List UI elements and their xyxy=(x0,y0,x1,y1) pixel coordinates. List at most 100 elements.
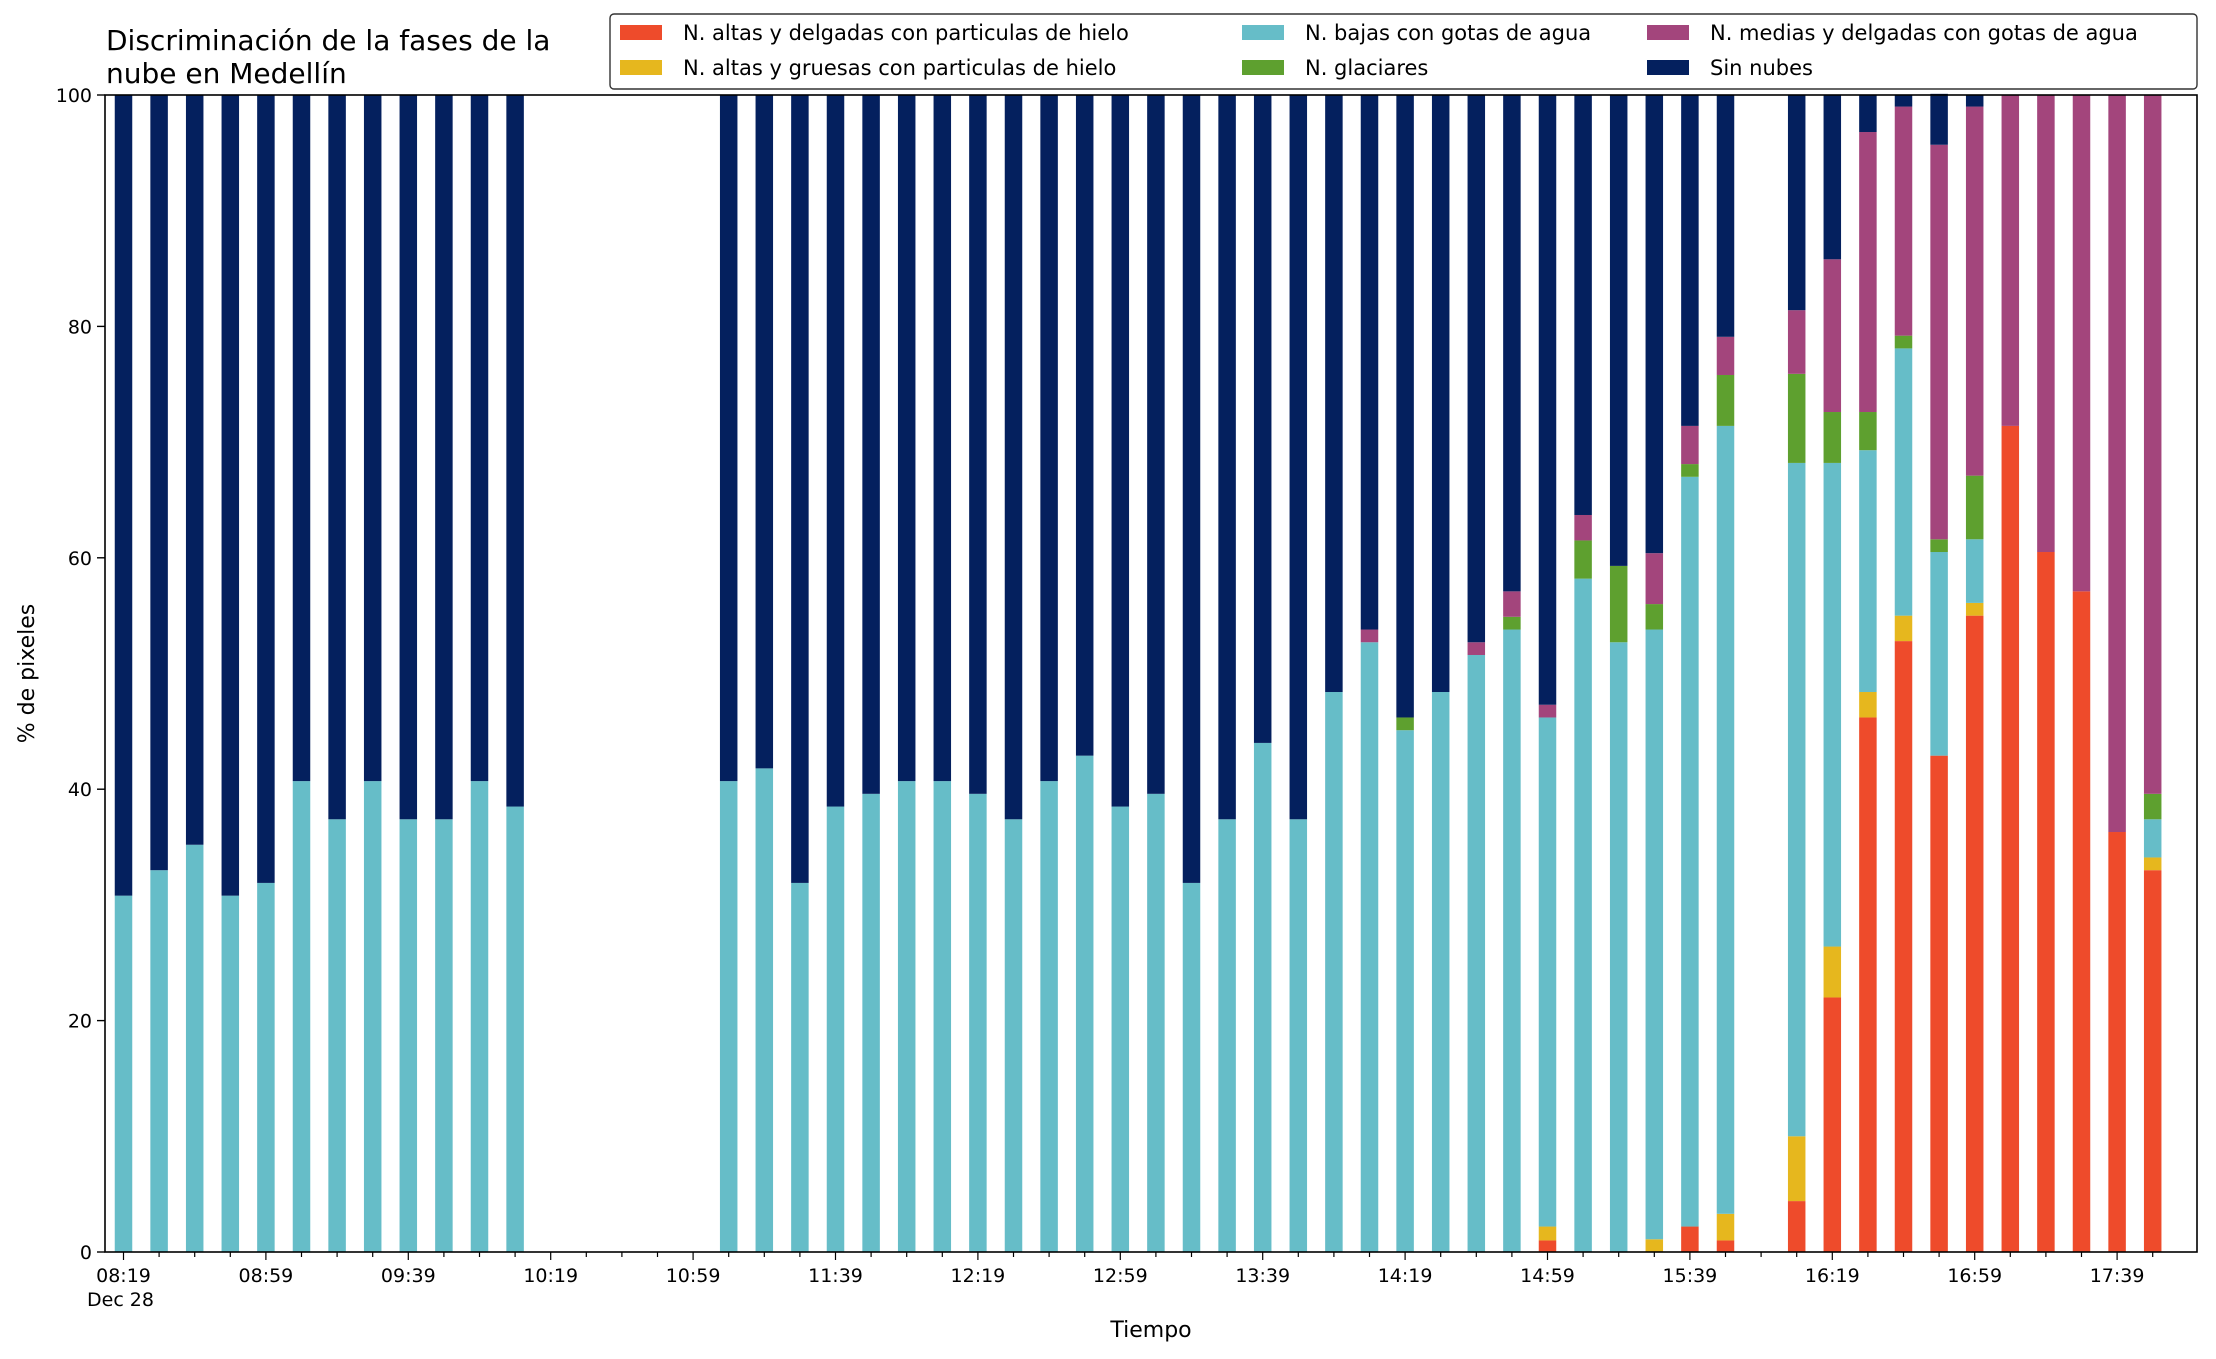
bars-layer xyxy=(114,93,2162,1252)
bar-segment xyxy=(1894,106,1913,336)
bar-segment xyxy=(328,95,346,820)
bar-segment xyxy=(2108,95,2126,833)
bar-segment xyxy=(1111,806,1130,1252)
legend-swatch xyxy=(620,25,662,40)
bar-segment xyxy=(1823,946,1842,998)
bar-segment xyxy=(1538,1226,1557,1241)
bar-segment xyxy=(1894,335,1913,349)
bar-segment xyxy=(1075,755,1094,1252)
x-axis-label: Tiempo xyxy=(1109,1318,1191,1343)
bar-segment xyxy=(1859,717,1877,1252)
y-tick-label: 80 xyxy=(68,316,92,338)
bar-segment xyxy=(1218,819,1236,1252)
bar-segment xyxy=(1965,106,1984,476)
bar-segment xyxy=(1965,615,1984,1252)
bar-segment xyxy=(933,95,952,782)
y-axis: 0 20 40 60 80 100 xyxy=(56,85,105,1264)
x-tick-label: 08:59 xyxy=(239,1265,294,1287)
bar-segment xyxy=(1431,95,1450,693)
bar-segment xyxy=(435,819,453,1252)
bar-segment xyxy=(1218,95,1236,820)
legend-label: N. altas y delgadas con particulas de hi… xyxy=(683,21,1129,45)
legend-swatch xyxy=(1242,60,1284,75)
bar-segment xyxy=(1609,642,1628,1252)
bar-segment xyxy=(2037,95,2055,553)
legend-label: N. medias y delgadas con gotas de agua xyxy=(1710,21,2138,45)
bar-segment xyxy=(399,95,418,820)
bar-segment xyxy=(1574,95,1592,515)
bar-segment xyxy=(1859,692,1877,718)
legend-label: Sin nubes xyxy=(1710,56,1813,80)
bar-segment xyxy=(1503,629,1521,1252)
bar-segment xyxy=(1930,539,1948,553)
bar-segment xyxy=(257,882,275,1252)
bar-segment xyxy=(399,819,418,1252)
bar-segment xyxy=(1075,95,1094,756)
bar-segment xyxy=(1289,95,1308,820)
bar-segment xyxy=(897,95,916,782)
bar-segment xyxy=(969,95,987,794)
bar-segment xyxy=(1681,464,1699,477)
bar-segment xyxy=(1645,629,1664,1240)
bar-segment xyxy=(826,95,845,807)
x-tick-label: 10:19 xyxy=(523,1265,578,1287)
bar-segment xyxy=(1645,604,1664,630)
bar-segment xyxy=(1609,95,1628,566)
bar-segment xyxy=(755,95,774,769)
bar-segment xyxy=(1894,95,1913,107)
bar-segment xyxy=(862,793,880,1252)
y-tick-label: 20 xyxy=(68,1011,92,1033)
legend-box xyxy=(609,13,2198,90)
bar-segment xyxy=(1681,476,1699,1227)
bar-segment xyxy=(1859,132,1877,413)
bar-segment xyxy=(185,95,204,845)
bar-segment xyxy=(2143,870,2162,1252)
x-tick-label: 12:19 xyxy=(951,1265,1006,1287)
bar-segment xyxy=(1894,641,1913,1252)
chart-title: Discriminación de la fases de la nube en … xyxy=(106,24,550,90)
bar-segment xyxy=(1004,819,1023,1252)
bar-segment xyxy=(1894,348,1913,616)
bar-segment xyxy=(1859,412,1877,451)
bar-segment xyxy=(1574,540,1592,579)
bar-segment xyxy=(1716,425,1735,1214)
bar-segment xyxy=(150,95,168,871)
bar-segment xyxy=(1965,475,1984,540)
bar-segment xyxy=(1859,450,1877,693)
x-tick-label: 14:59 xyxy=(1520,1265,1575,1287)
bar-segment xyxy=(1716,95,1735,337)
bar-segment xyxy=(1681,425,1699,465)
bar-segment xyxy=(435,95,453,820)
bar-segment xyxy=(1503,591,1521,617)
x-axis: 08:19 08:59 09:39 10:19 10:59 11:39 12:19 12:59… xyxy=(87,1252,2154,1311)
bar-segment xyxy=(150,870,168,1252)
bar-segment xyxy=(1147,95,1165,794)
bar-segment xyxy=(969,793,987,1252)
y-axis-label: % de pixeles xyxy=(15,604,40,743)
bar-segment xyxy=(2001,425,2020,1252)
bar-segment xyxy=(292,95,311,782)
bar-segment xyxy=(1574,514,1592,541)
bar-segment xyxy=(826,806,845,1252)
bar-segment xyxy=(506,806,524,1252)
bar-segment xyxy=(1787,95,1806,311)
bar-segment xyxy=(1645,553,1664,605)
bar-segment xyxy=(1716,374,1735,426)
y-tick-label: 60 xyxy=(68,548,92,570)
plot-frame xyxy=(104,94,2198,1253)
bar-segment xyxy=(933,781,952,1252)
x-tick-label: 16:19 xyxy=(1805,1265,1860,1287)
bar-segment xyxy=(1147,793,1165,1252)
bar-segment xyxy=(1645,1239,1664,1252)
bar-segment xyxy=(2072,591,2091,1252)
bar-segment xyxy=(363,95,382,782)
bar-segment xyxy=(1823,997,1842,1252)
bar-segment xyxy=(2143,819,2162,858)
bar-segment xyxy=(1894,615,1913,642)
bar-segment xyxy=(1574,578,1592,1252)
bar-segment xyxy=(2108,832,2126,1252)
x-tick-label: 17:39 xyxy=(2090,1265,2145,1287)
x-tick-sublabel: Dec 28 xyxy=(87,1289,154,1311)
legend: N. altas y delgadas con particulas de hi… xyxy=(609,13,2198,90)
